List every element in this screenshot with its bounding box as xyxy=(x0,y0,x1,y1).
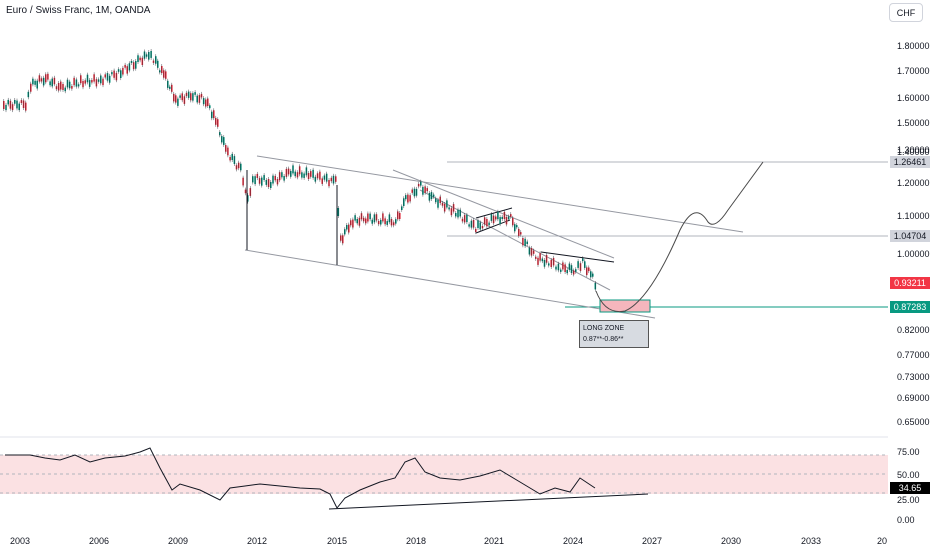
time-tick: 2006 xyxy=(88,536,110,546)
time-tick: 20 xyxy=(876,536,888,546)
trendline-flag-lower[interactable] xyxy=(475,219,511,234)
rsi-tick: 50.00 xyxy=(897,470,920,480)
level-badge-mid: 1.04704 xyxy=(890,230,930,242)
rsi-line xyxy=(5,447,596,509)
rsi-value-badge: 34.65 xyxy=(890,482,930,494)
time-tick: 2030 xyxy=(720,536,742,546)
price-tick: 0.82000 xyxy=(897,325,930,335)
price-tick: 1.60000 xyxy=(897,93,930,103)
price-axis[interactable]: 1.80000 1.70000 1.60000 1.50000 1.40000 … xyxy=(888,28,932,428)
trendline-recent-top[interactable] xyxy=(540,251,615,263)
price-tick: 0.73000 xyxy=(897,372,930,382)
price-tick: 1.40000 xyxy=(897,147,930,157)
time-tick: 2021 xyxy=(483,536,505,546)
long-zone-label[interactable]: LONG ZONE 0.87**-0.86** xyxy=(579,320,649,348)
long-zone-range: 0.87**-0.86** xyxy=(583,336,624,343)
time-tick: 2033 xyxy=(800,536,822,546)
rsi-tick: 75.00 xyxy=(897,447,920,457)
time-tick: 2027 xyxy=(641,536,663,546)
candles xyxy=(3,49,597,292)
price-tick: 1.00000 xyxy=(897,249,930,259)
time-tick: 2009 xyxy=(167,536,189,546)
time-tick: 2015 xyxy=(326,536,348,546)
long-zone-badge: 0.87283 xyxy=(890,301,930,313)
rsi-tick: 25.00 xyxy=(897,495,920,505)
price-tick: 1.50000 xyxy=(897,118,930,128)
price-tick: 0.65000 xyxy=(897,417,930,427)
price-tick: 0.77000 xyxy=(897,350,930,360)
trendline-flag-upper[interactable] xyxy=(475,207,513,219)
trendline-wedge-upper[interactable] xyxy=(392,169,615,259)
price-tick: 1.10000 xyxy=(897,211,930,221)
price-tick: 0.69000 xyxy=(897,393,930,403)
currency-button[interactable]: CHF xyxy=(889,3,923,22)
projection-path[interactable] xyxy=(595,161,764,313)
time-tick: 2012 xyxy=(246,536,268,546)
chart-title: Euro / Swiss Franc, 1M, OANDA xyxy=(6,5,151,16)
time-tick: 2003 xyxy=(9,536,31,546)
rsi-tick: 0.00 xyxy=(897,515,915,525)
long-zone-box[interactable] xyxy=(599,299,651,313)
price-tick: 1.30000 xyxy=(897,145,930,155)
level-badge-high: 1.26461 xyxy=(890,156,930,168)
time-tick: 2018 xyxy=(405,536,427,546)
trendline-wedge-lower[interactable] xyxy=(419,189,611,291)
time-tick: 2024 xyxy=(562,536,584,546)
long-zone-title: LONG ZONE xyxy=(583,325,625,332)
current-price-badge: 0.93211 xyxy=(890,277,930,289)
rsi-trendline[interactable] xyxy=(328,493,649,510)
price-tick: 1.20000 xyxy=(897,178,930,188)
time-axis[interactable]: 2003 2006 2009 2012 2015 2018 2021 2024 … xyxy=(0,528,888,550)
trendline-upper-channel[interactable] xyxy=(256,155,744,233)
price-tick: 1.80000 xyxy=(897,41,930,51)
trendline-lower-channel[interactable] xyxy=(244,249,656,319)
price-tick: 1.70000 xyxy=(897,66,930,76)
